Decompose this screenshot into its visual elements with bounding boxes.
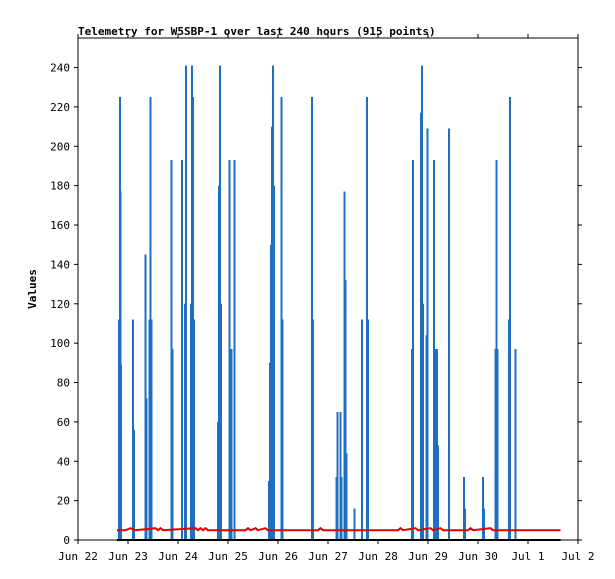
- y-axis: 0 20 40 60 80 100 120 140 160 180 200 220 240: [50, 62, 582, 547]
- y-tick-label: 240: [50, 62, 70, 75]
- y-tick-label: 180: [50, 180, 70, 193]
- y-tick-label: 20: [57, 495, 70, 508]
- y-tick-label: 140: [50, 258, 70, 271]
- y-tick-label: 0: [63, 534, 70, 547]
- y-tick-label: 220: [50, 101, 70, 114]
- chart-title: Telemetry for W5SBP-1 over last 240 hour…: [78, 25, 436, 38]
- x-tick-label: Jun 29: [408, 550, 448, 563]
- y-tick-label: 160: [50, 219, 70, 232]
- series-line-1: [117, 526, 561, 532]
- x-tick-label: Jul 1: [511, 550, 544, 563]
- y-axis-label: Values: [26, 269, 39, 309]
- y-tick-label: 100: [50, 337, 70, 350]
- x-tick-label: Jun 25: [208, 550, 248, 563]
- x-tick-label: Jun 30: [458, 550, 498, 563]
- x-tick-label: Jun 23: [108, 550, 148, 563]
- x-tick-label: Jun 27: [308, 550, 348, 563]
- x-axis: Jun 22 Jun 23 Jun 24 Jun 25 Jun 26 Jun 27 Jun …: [58, 34, 595, 563]
- y-tick-label: 80: [57, 377, 70, 390]
- series-layer: [117, 65, 561, 541]
- y-tick-label: 40: [57, 455, 70, 468]
- x-tick-label: Jul 2: [561, 550, 594, 563]
- x-tick-label: Jun 24: [158, 550, 198, 563]
- x-tick-label: Jun 28: [358, 550, 398, 563]
- y-tick-label: 120: [50, 298, 70, 311]
- x-tick-label: Jun 26: [258, 550, 298, 563]
- plot-area: [77, 37, 579, 541]
- x-tick-label: Jun 22: [58, 550, 98, 563]
- y-tick-label: 60: [57, 416, 70, 429]
- y-tick-label: 200: [50, 140, 70, 153]
